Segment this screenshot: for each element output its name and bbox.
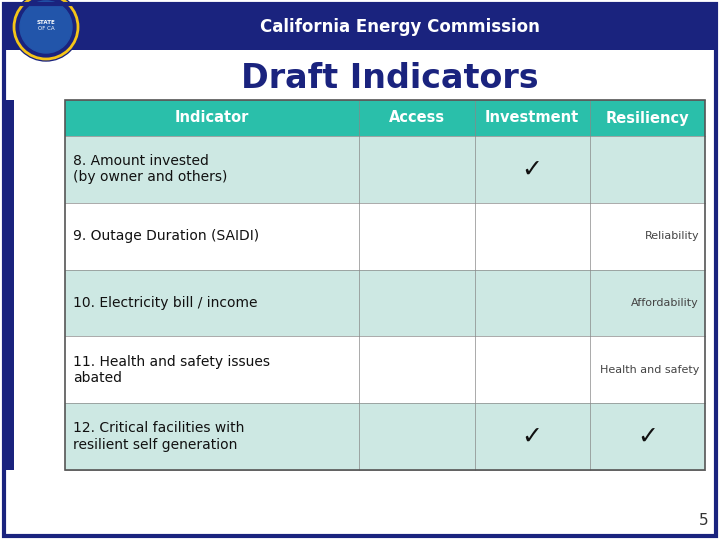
Bar [65,100,705,470]
Bar [359,203,474,269]
Bar [359,269,474,336]
Text: Access: Access [389,111,445,125]
Text: Indicator: Indicator [175,111,249,125]
Text: Reliability: Reliability [644,231,699,241]
Text: 5: 5 [698,513,708,528]
Text: ✓: ✓ [637,424,658,449]
Text: Investment: Investment [485,111,580,125]
Bar [65,269,359,336]
Text: Resiliency: Resiliency [606,111,689,125]
Bar [65,403,359,470]
Text: ✓: ✓ [522,157,543,181]
Bar [65,336,359,403]
Bar [359,100,474,136]
Bar [65,136,359,203]
Bar [474,203,590,269]
Bar [359,403,474,470]
Bar [65,100,359,136]
Bar [65,203,359,269]
Bar [474,136,590,203]
Text: Health and safety: Health and safety [600,365,699,375]
Bar [359,336,474,403]
Bar [4,4,716,50]
Bar [590,203,705,269]
Text: California Energy Commission: California Energy Commission [260,18,540,36]
Text: ✓: ✓ [522,424,543,449]
Bar [474,403,590,470]
Bar [590,403,705,470]
Text: 11. Health and safety issues
abated: 11. Health and safety issues abated [73,355,270,385]
Text: 9. Outage Duration (SAIDI): 9. Outage Duration (SAIDI) [73,229,259,243]
Bar [474,100,590,136]
Bar [4,100,14,470]
Bar [474,269,590,336]
Circle shape [12,0,80,61]
Text: 12. Critical facilities with
resilient self generation: 12. Critical facilities with resilient s… [73,422,244,451]
Circle shape [20,1,72,53]
Text: OF CA: OF CA [37,26,54,31]
Text: 8. Amount invested
(by owner and others): 8. Amount invested (by owner and others) [73,154,228,185]
Bar [590,269,705,336]
Bar [359,136,474,203]
Bar [590,336,705,403]
Bar [474,336,590,403]
Bar [590,136,705,203]
Text: Affordability: Affordability [631,298,699,308]
Text: 10. Electricity bill / income: 10. Electricity bill / income [73,296,258,310]
Text: STATE: STATE [37,21,55,25]
Bar [590,100,705,136]
Text: Draft Indicators: Draft Indicators [241,62,539,94]
